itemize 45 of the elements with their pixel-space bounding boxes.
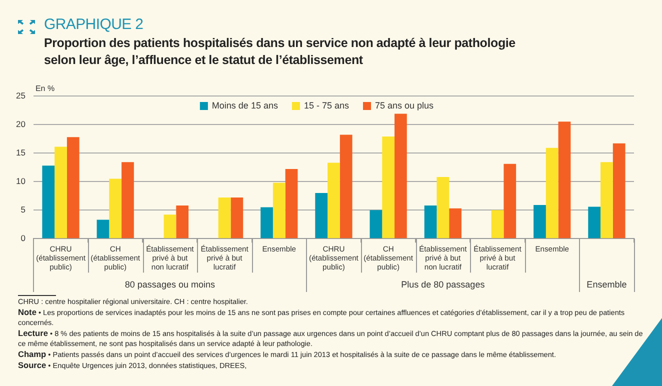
bar	[491, 210, 504, 238]
chart-subtitle: Proportion des patients hospitalisés dans un service non adapté à leur pathologie selon leur âge, l’affluence et le statut de l’établissement	[44, 35, 516, 69]
y-tick-label: 25	[16, 90, 26, 100]
bar	[66, 137, 80, 238]
bar	[588, 206, 601, 238]
bar	[176, 206, 189, 238]
bar	[96, 220, 110, 238]
bar	[449, 208, 462, 238]
bar	[109, 178, 122, 238]
bar	[218, 198, 231, 238]
bar	[370, 210, 382, 238]
text: Ensemble	[586, 279, 627, 290]
bar	[504, 164, 516, 238]
bar	[230, 198, 244, 238]
bar	[612, 143, 626, 238]
bar	[382, 136, 395, 238]
text: Plus de 80 passages	[401, 279, 486, 290]
chart-title: GRAPHIQUE 2	[44, 16, 144, 33]
bar	[436, 177, 450, 238]
legend-label: Moins de 15 ans	[212, 100, 278, 110]
bar	[328, 162, 340, 238]
bar	[285, 169, 298, 238]
bar	[54, 146, 67, 238]
bar	[42, 166, 55, 238]
legend-label: 75 ans ou plus	[374, 100, 434, 110]
bar	[558, 122, 571, 238]
y-axis-title: En %	[35, 84, 55, 94]
bar	[394, 114, 407, 238]
bar	[164, 214, 176, 238]
y-tick-label: 10	[16, 176, 26, 186]
bar	[260, 207, 273, 238]
y-tick-label: 20	[16, 118, 26, 129]
text: 80 passages ou moins	[124, 279, 216, 290]
legend-label: 15 - 75 ans	[304, 100, 350, 110]
bar	[272, 182, 286, 238]
y-tick-label: 5	[20, 204, 26, 214]
bar	[340, 134, 352, 238]
bar	[534, 204, 546, 238]
bar	[546, 148, 558, 238]
bar	[315, 192, 328, 238]
bar	[600, 162, 613, 238]
y-tick-label: 15	[16, 147, 26, 158]
y-tick-label: 0	[20, 232, 26, 243]
bar	[122, 162, 134, 238]
bar	[424, 206, 437, 238]
